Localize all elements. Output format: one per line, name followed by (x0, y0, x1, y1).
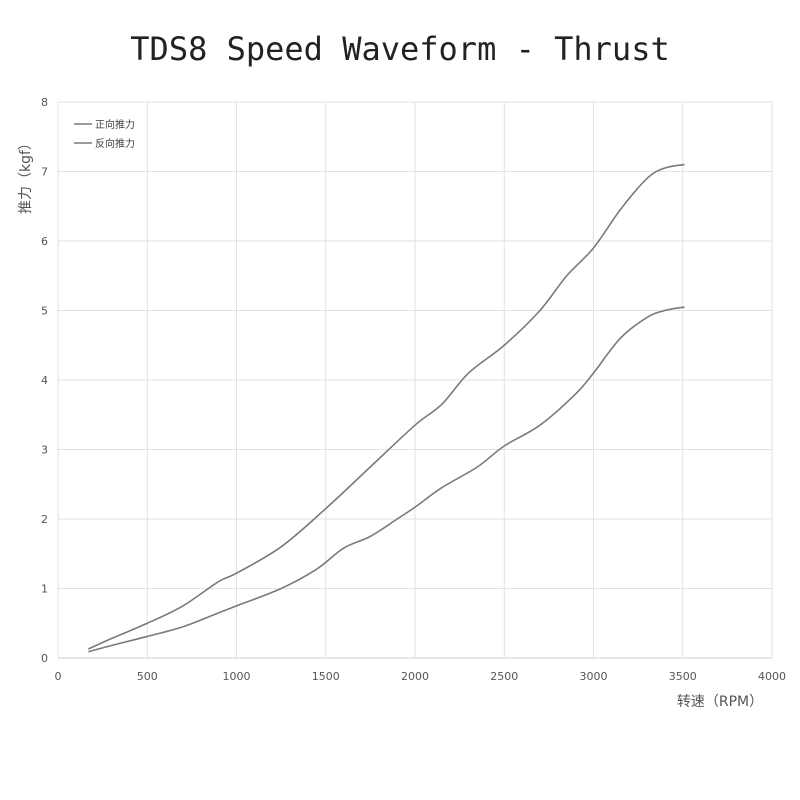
x-tick-label: 1000 (223, 670, 251, 683)
series-line-2 (88, 306, 685, 653)
y-tick-label: 4 (41, 374, 48, 387)
y-tick-label: 6 (41, 235, 48, 248)
series-lines (88, 163, 685, 653)
y-tick-label: 0 (41, 652, 48, 665)
x-tick-label: 2000 (401, 670, 429, 683)
x-tick-label: 3500 (669, 670, 697, 683)
y-tick-label: 7 (41, 166, 48, 179)
x-tick-label: 1500 (312, 670, 340, 683)
tick-labels: 0 500 1000 1500 2000 2500 3000 3500 4000 0 1 2 3 4 5 6 7… (41, 96, 786, 683)
x-tick-label: 3000 (580, 670, 608, 683)
y-tick-label: 1 (41, 583, 48, 596)
y-tick-label: 5 (41, 305, 48, 318)
y-axis-label: 推力（kgf） (18, 136, 34, 214)
y-tick-label: 3 (41, 444, 48, 457)
grid (57, 101, 773, 659)
y-tick-label: 8 (41, 96, 48, 109)
y-tick-label: 2 (41, 513, 48, 526)
x-tick-label: 4000 (758, 670, 786, 683)
x-tick-label: 500 (137, 670, 158, 683)
series-line-1 (88, 163, 685, 650)
legend-label: 反向推力 (95, 137, 135, 150)
legend-label: 正向推力 (95, 118, 135, 131)
x-tick-label: 2500 (490, 670, 518, 683)
chart-title: TDS8 Speed Waveform - Thrust (130, 30, 670, 68)
x-axis-label: 转速（RPM） (677, 694, 763, 710)
x-tick-label: 0 (55, 670, 62, 683)
